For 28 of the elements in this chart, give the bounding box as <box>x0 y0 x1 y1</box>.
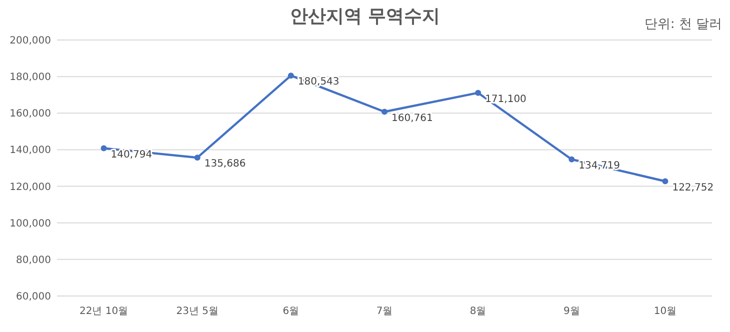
y-tick-label: 160,000 <box>10 108 51 120</box>
point <box>100 145 107 152</box>
point <box>568 156 575 162</box>
x-tick-label: 9월 <box>563 306 580 317</box>
y-tick-label: 100,000 <box>10 218 51 230</box>
y-tick-label: 180,000 <box>10 72 51 84</box>
data-label: 140,794 <box>110 149 152 160</box>
point <box>288 72 294 79</box>
y-tick-label: 120,000 <box>10 182 51 193</box>
chart-title: 안산지역 무역수지 <box>290 6 440 27</box>
x-tick-label: 6월 <box>282 306 300 317</box>
point <box>475 90 482 96</box>
point <box>382 108 388 115</box>
point <box>194 154 200 161</box>
x-tick-label: 23년 5월 <box>176 306 218 317</box>
x-tick-label: 8월 <box>470 306 486 317</box>
data-label: 160,761 <box>392 112 433 124</box>
y-tick-label: 140,000 <box>10 145 51 156</box>
point <box>662 178 668 184</box>
data-label: 135,686 <box>204 158 246 170</box>
y-tick-label: 60,000 <box>16 292 51 302</box>
text: 단위: 천 달러 <box>644 17 722 32</box>
x-tick-label: 7월 <box>376 306 393 317</box>
y-tick-label: 200,000 <box>10 36 51 46</box>
x-tick-label: 10월 <box>654 306 677 317</box>
y-tick-label: 80,000 <box>16 254 51 266</box>
data-label: 122,752 <box>672 182 714 194</box>
x-tick-label: 22년 10월 <box>79 306 128 317</box>
